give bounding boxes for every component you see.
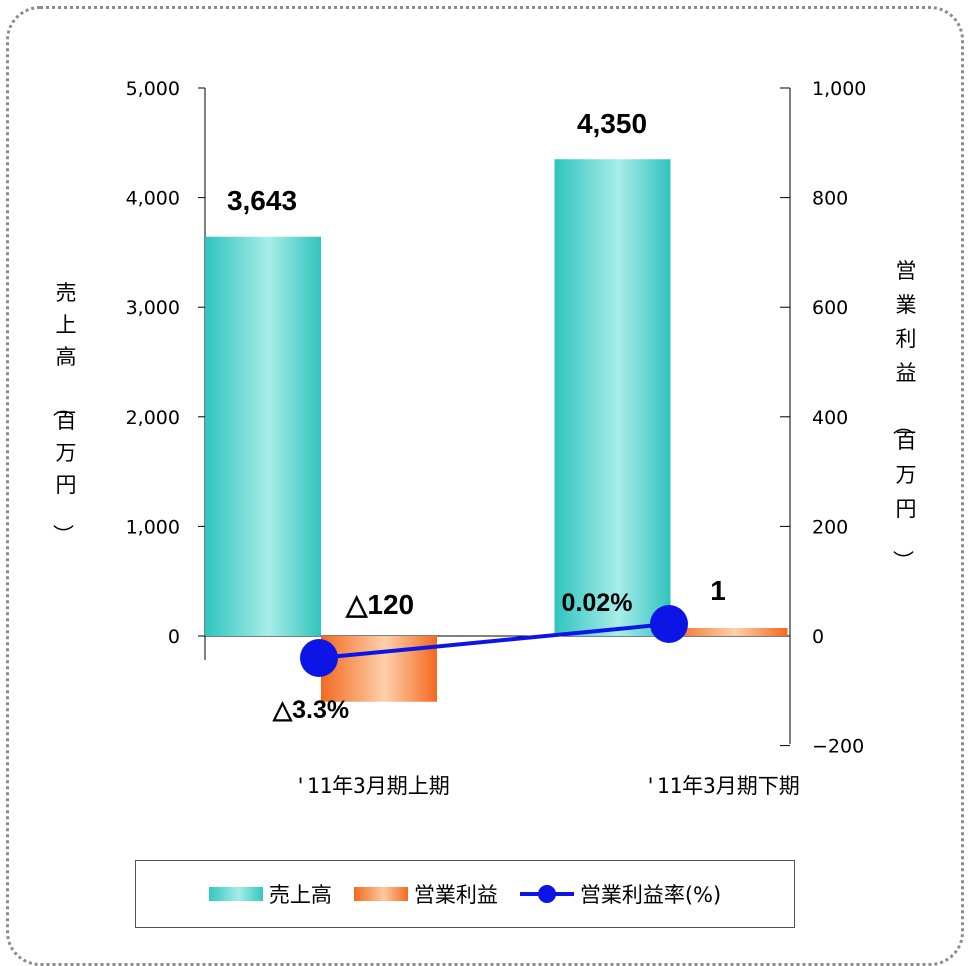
left-tick-label: 2,000 (126, 407, 180, 429)
margin-line-path (318, 622, 670, 660)
legend-swatch-margin-line (519, 883, 574, 905)
left-tick-label: 0 (168, 626, 180, 648)
legend-swatch-operating-profit (353, 887, 408, 901)
right-tick-label: 800 (812, 188, 848, 210)
margin-line (300, 605, 688, 677)
right-tick-label: −200 (812, 736, 864, 758)
axis-titles: 売上高（百万円） 営業利益（百万円） (51, 259, 917, 571)
right-tick-label: 400 (812, 407, 848, 429)
left-tick-label: 3,000 (126, 297, 180, 319)
left-tick-label: 1,000 (126, 516, 180, 538)
left-tick-label: 5,000 (126, 78, 180, 100)
left-axis-title: 売上高（百万円） (51, 281, 77, 545)
label-sales-h1: 3,643 (227, 185, 297, 216)
legend-label-margin: 営業利益率(%) (579, 883, 722, 907)
left-axis-ticks: 5,000 4,000 3,000 2,000 1,000 0 (126, 78, 205, 648)
legend-item-operating-profit: 営業利益 (353, 879, 498, 909)
legend-item-margin: 営業利益率(%) (519, 879, 722, 909)
bar-operating-profit (670, 628, 788, 636)
right-tick-label: 600 (812, 297, 848, 319)
legend-label-sales: 売上高 (268, 883, 332, 907)
bar-sales (554, 159, 671, 637)
label-op-h1: △120 (345, 589, 414, 620)
bar-sales (205, 236, 321, 636)
category-label: '11年3月期上期 (294, 774, 450, 798)
label-op-h2: 1 (710, 575, 726, 606)
label-sales-h2: 4,350 (577, 108, 647, 139)
data-labels: 3,643 4,350 △120 1 △3.3% 0.02% (227, 108, 726, 724)
bars (205, 159, 788, 702)
margin-point (650, 605, 688, 643)
label-margin-h2: 0.02% (562, 589, 633, 617)
legend: 売上高 営業利益 営業利益率(%) (135, 860, 795, 928)
right-axis-ticks: 1,000 800 600 400 200 0 −200 (780, 78, 866, 758)
right-tick-label: 0 (812, 626, 824, 648)
category-labels: '11年3月期上期 '11年3月期下期 (294, 774, 800, 798)
category-label: '11年3月期下期 (644, 774, 800, 798)
right-tick-label: 1,000 (812, 78, 866, 100)
legend-item-sales: 売上高 (208, 879, 332, 909)
bar-operating-profit (321, 636, 437, 702)
left-tick-label: 4,000 (126, 188, 180, 210)
right-axis-title: 営業利益（百万円） (891, 259, 917, 571)
right-tick-label: 200 (812, 516, 848, 538)
label-margin-h1: △3.3% (272, 696, 349, 724)
margin-point (300, 639, 338, 677)
legend-swatch-sales (208, 887, 263, 901)
legend-label-operating-profit: 営業利益 (413, 883, 498, 907)
